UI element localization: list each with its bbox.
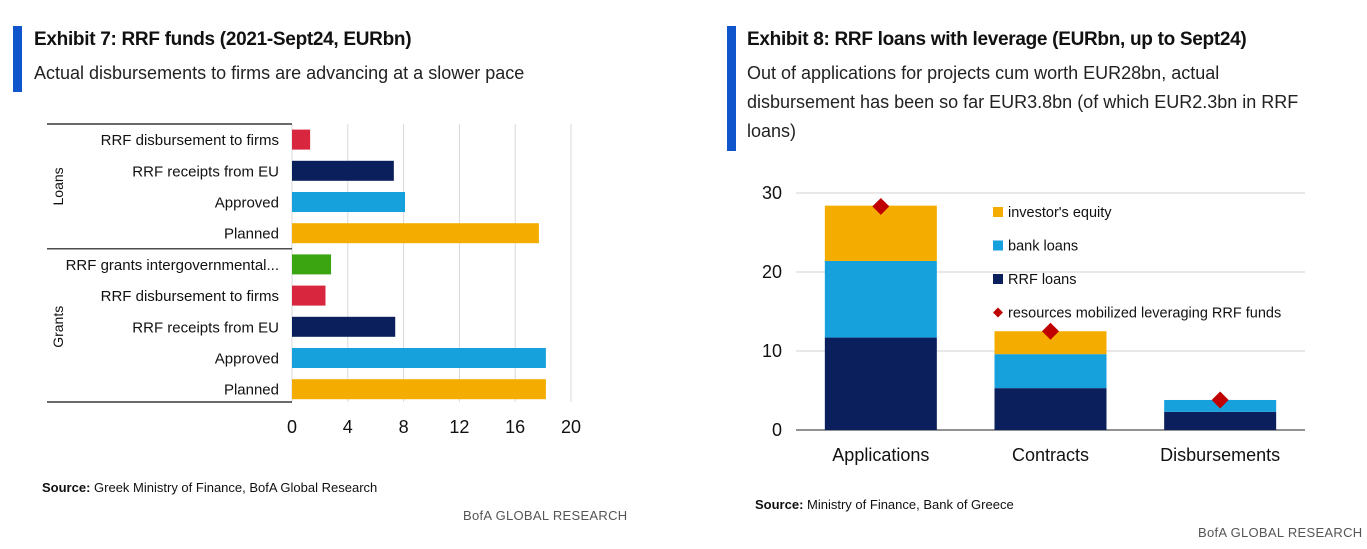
y-tick-label: 0 — [772, 420, 782, 440]
exhibit-8-subtitle-line: loans) — [747, 121, 797, 141]
bar-segment — [994, 331, 1107, 355]
category-label: RRF disbursement to firms — [101, 288, 279, 305]
exhibit-7-panel: Exhibit 7: RRF funds (2021-Sept24, EURbn… — [0, 0, 683, 549]
category-label: Approved — [215, 195, 279, 212]
bar — [292, 316, 396, 337]
category-label: RRF receipts from EU — [132, 319, 279, 336]
x-tick-label: 12 — [449, 417, 469, 437]
category-label: Planned — [224, 226, 279, 243]
category-label: RRF grants intergovernmental... — [66, 257, 279, 274]
group-label: Loans — [50, 167, 66, 205]
exhibit-7-source-text: Greek Ministry of Finance, BofA Global R… — [94, 480, 378, 495]
x-tick-label: 16 — [505, 417, 525, 437]
bar — [292, 379, 546, 400]
y-tick-label: 30 — [762, 183, 782, 203]
exhibit-8-brand: BofA GLOBAL RESEARCH — [1198, 525, 1363, 540]
exhibit-7-brand: BofA GLOBAL RESEARCH — [463, 508, 628, 523]
bar-segment — [824, 260, 937, 338]
category-label: Applications — [832, 445, 929, 465]
exhibit-8-title: Exhibit 8: RRF loans with leverage (EURb… — [747, 29, 1247, 50]
group-label: Grants — [50, 306, 66, 348]
bar — [292, 254, 332, 275]
y-tick-label: 10 — [762, 341, 782, 361]
exhibit-8-subtitle: Out of applications for projects cum wor… — [747, 59, 1347, 146]
category-label: Planned — [224, 382, 279, 399]
x-tick-label: 8 — [399, 417, 409, 437]
bar — [292, 285, 326, 306]
legend-marker — [993, 307, 1003, 318]
exhibit-7-source-label: Source: — [42, 480, 91, 495]
marker-point — [1211, 391, 1229, 409]
category-label: Contracts — [1012, 445, 1089, 465]
bar — [292, 129, 311, 150]
category-label: RRF disbursement to firms — [101, 132, 279, 149]
exhibit-8-chart: 0 10 20 30 Applications Contracts Disbursement… — [762, 183, 1305, 465]
bar — [292, 160, 394, 181]
bar — [292, 192, 405, 212]
exhibit-8-source: Source: Ministry of Finance, Bank of Gre… — [755, 497, 1014, 512]
exhibit-8-source-label: Source: — [755, 497, 804, 512]
legend-label: resources mobilized leveraging RRF funds — [1008, 306, 1281, 322]
bar-segment — [994, 388, 1107, 430]
exhibit-7-subtitle: Actual disbursements to firms are advanc… — [34, 63, 525, 83]
category-label: Disbursements — [1160, 445, 1280, 465]
exhibit-7-source: Source: Greek Ministry of Finance, BofA … — [42, 480, 377, 495]
exhibit-8-source-text: Ministry of Finance, Bank of Greece — [807, 497, 1014, 512]
y-tick-label: 20 — [762, 262, 782, 282]
exhibit-8-subtitle-line: disbursement has been so far EUR3.8bn (o… — [747, 92, 1299, 112]
exhibit-8-subtitle-line: Out of applications for projects cum wor… — [747, 63, 1220, 83]
legend-swatch — [993, 240, 1003, 251]
legend-label: RRF loans — [1008, 272, 1077, 288]
x-tick-label: 0 — [287, 417, 297, 437]
x-tick-label: 20 — [561, 417, 581, 437]
bar — [292, 348, 546, 368]
bar — [292, 223, 539, 244]
exhibit-7-chart: 0 4 8 12 16 20 RRF disbursement to firms RRF re… — [47, 123, 581, 437]
category-label: RRF receipts from EU — [132, 163, 279, 180]
legend-swatch — [993, 274, 1003, 284]
category-label: Approved — [215, 351, 279, 368]
legend-swatch — [993, 207, 1003, 217]
exhibit-8-accent-bar — [727, 26, 736, 151]
bar-segment — [994, 354, 1107, 389]
bar-segment — [1164, 411, 1277, 430]
exhibit-7-accent-bar — [13, 26, 22, 92]
x-tick-label: 4 — [343, 417, 353, 437]
legend-label: investor's equity — [1008, 205, 1112, 221]
exhibit-7-title: Exhibit 7: RRF funds (2021-Sept24, EURbn… — [34, 29, 412, 50]
legend-label: bank loans — [1008, 239, 1078, 255]
bar-segment — [824, 337, 937, 430]
exhibit-8-panel: Exhibit 8: RRF loans with leverage (EURb… — [683, 0, 1367, 549]
